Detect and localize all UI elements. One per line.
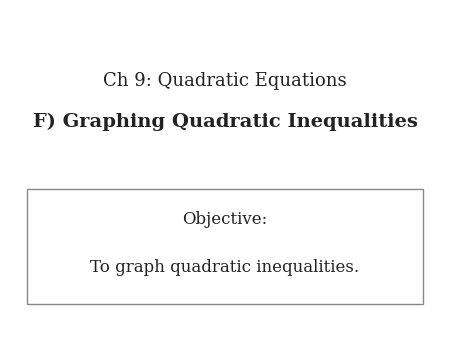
Text: Ch 9: Quadratic Equations: Ch 9: Quadratic Equations [103,72,347,90]
Text: Objective:: Objective: [182,211,268,228]
Text: To graph quadratic inequalities.: To graph quadratic inequalities. [90,259,360,275]
FancyBboxPatch shape [27,189,423,304]
Text: F) Graphing Quadratic Inequalities: F) Graphing Quadratic Inequalities [32,113,418,131]
